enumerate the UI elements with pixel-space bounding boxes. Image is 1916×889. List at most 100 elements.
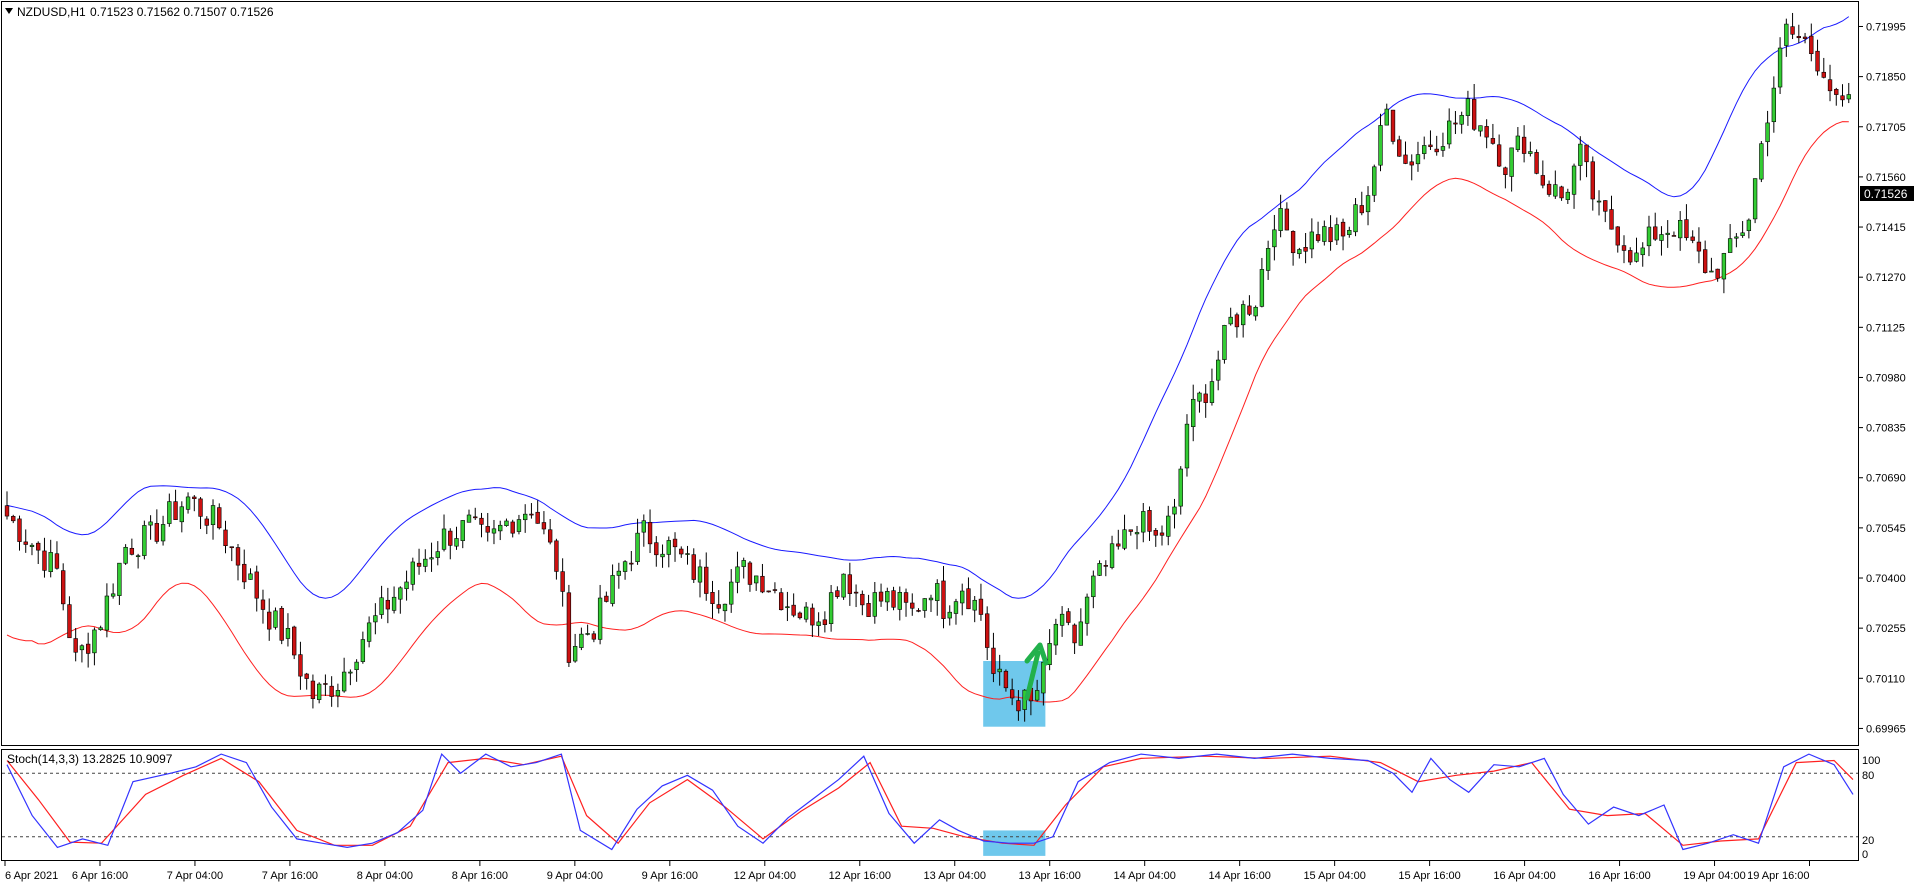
candle bbox=[54, 541, 60, 570]
candle bbox=[785, 591, 790, 622]
candle bbox=[1315, 221, 1321, 243]
candle bbox=[828, 585, 834, 632]
candle bbox=[1615, 226, 1620, 253]
candle bbox=[198, 497, 203, 529]
candle bbox=[1034, 679, 1040, 702]
candle bbox=[36, 541, 41, 564]
candle bbox=[847, 562, 853, 606]
y-tick-label: 0.70255 bbox=[1866, 623, 1906, 635]
candle bbox=[1546, 180, 1552, 197]
candle bbox=[1203, 384, 1208, 418]
candle bbox=[1509, 147, 1514, 192]
candle bbox=[1784, 18, 1789, 57]
candle bbox=[841, 573, 846, 600]
dropdown-triangle-icon[interactable] bbox=[5, 8, 13, 14]
ohlc-header: 0.71523 0.71562 0.71507 0.71526 bbox=[90, 5, 274, 19]
y-tick-label: 0.71125 bbox=[1866, 322, 1905, 334]
candle bbox=[479, 512, 484, 538]
upper-band-line bbox=[6, 16, 1850, 599]
candle bbox=[248, 568, 253, 580]
candle bbox=[1484, 119, 1489, 149]
candle bbox=[1827, 64, 1833, 102]
candle bbox=[1796, 24, 1801, 44]
x-tick-label: 9 Apr 04:00 bbox=[547, 870, 603, 882]
candle bbox=[429, 542, 434, 572]
candle bbox=[1678, 211, 1683, 251]
candle bbox=[747, 560, 753, 592]
x-tick-label: 9 Apr 16:00 bbox=[642, 870, 698, 882]
candle bbox=[1846, 82, 1851, 104]
candle bbox=[1247, 295, 1252, 317]
candle bbox=[810, 603, 815, 638]
candle bbox=[4, 491, 10, 520]
candle bbox=[860, 590, 865, 616]
candle bbox=[98, 625, 103, 631]
candle bbox=[835, 586, 840, 599]
candle bbox=[1141, 503, 1146, 543]
candle bbox=[1178, 466, 1183, 515]
stoch-label: Stoch(14,3,3) 13.2825 10.9097 bbox=[7, 752, 173, 766]
candle bbox=[729, 569, 734, 613]
candle bbox=[1815, 39, 1820, 76]
y-tick-label: 0.70980 bbox=[1866, 372, 1906, 384]
candle bbox=[1122, 514, 1127, 551]
candle bbox=[1191, 384, 1196, 442]
candle bbox=[42, 537, 47, 578]
candle bbox=[1759, 141, 1764, 183]
candle bbox=[1765, 110, 1770, 157]
candle bbox=[1384, 103, 1389, 126]
candle bbox=[1134, 525, 1140, 550]
candle bbox=[1471, 83, 1477, 132]
candle bbox=[978, 583, 984, 621]
candle bbox=[435, 541, 440, 566]
candle bbox=[797, 611, 803, 620]
candle bbox=[1653, 212, 1658, 241]
candle bbox=[1440, 132, 1446, 157]
candle bbox=[1353, 198, 1358, 237]
candle bbox=[1359, 191, 1364, 216]
candle bbox=[1690, 230, 1695, 244]
candle bbox=[135, 553, 141, 569]
candle bbox=[991, 632, 996, 683]
candle bbox=[48, 539, 53, 578]
candle bbox=[1727, 224, 1733, 253]
candle bbox=[560, 558, 565, 607]
stoch-level-0: 0 bbox=[1862, 849, 1868, 861]
candle bbox=[260, 589, 266, 624]
candle bbox=[154, 509, 160, 544]
candle bbox=[1702, 240, 1708, 274]
candle bbox=[173, 489, 178, 520]
candle bbox=[217, 503, 222, 530]
candle bbox=[1222, 324, 1227, 364]
x-tick-label: 14 Apr 16:00 bbox=[1208, 870, 1270, 882]
candle bbox=[1259, 257, 1265, 308]
candle bbox=[179, 501, 184, 533]
candle bbox=[1278, 194, 1283, 238]
candle bbox=[1053, 618, 1059, 655]
candle bbox=[1596, 190, 1602, 216]
x-tick-label: 19 Apr 16:00 bbox=[1747, 870, 1809, 882]
candle bbox=[735, 551, 740, 594]
candle bbox=[354, 659, 359, 682]
candle bbox=[1290, 230, 1296, 266]
x-tick-label: 8 Apr 04:00 bbox=[357, 870, 413, 882]
candle bbox=[454, 526, 459, 550]
candle bbox=[1459, 111, 1464, 134]
candle bbox=[1240, 300, 1246, 338]
candle bbox=[710, 580, 715, 619]
candle bbox=[441, 514, 447, 552]
candle bbox=[1746, 218, 1752, 239]
candle bbox=[985, 606, 990, 660]
candle bbox=[691, 548, 696, 583]
candle bbox=[1671, 231, 1677, 237]
candle bbox=[641, 514, 646, 547]
candle bbox=[1571, 163, 1577, 209]
candle bbox=[922, 598, 927, 618]
candle bbox=[572, 633, 578, 663]
x-tick-label: 13 Apr 16:00 bbox=[1019, 870, 1081, 882]
candle bbox=[79, 644, 85, 663]
candle bbox=[167, 493, 172, 527]
candle bbox=[473, 507, 478, 520]
